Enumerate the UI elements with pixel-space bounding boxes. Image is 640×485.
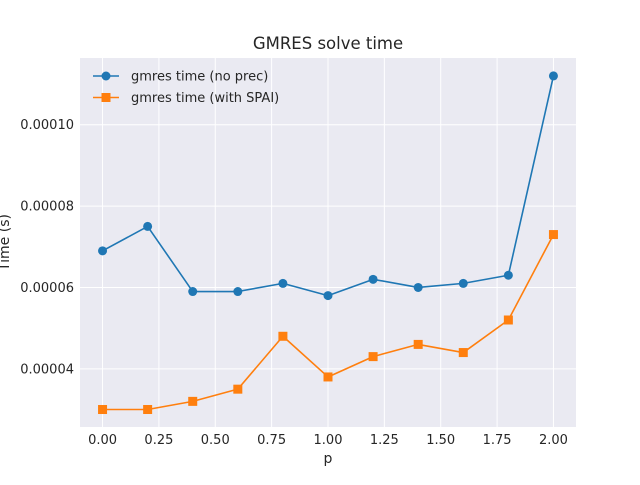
data-point (368, 352, 378, 362)
legend: gmres time (no prec) gmres time (with SPA… (93, 70, 279, 106)
series-layer (98, 71, 558, 415)
data-point (98, 246, 108, 256)
tick-labels: 0.00 0.25 0.50 0.75 1.00 1.25 1.50 1.75 2.00 0.00… (20, 118, 568, 448)
x-tick-label: 2.00 (539, 433, 568, 448)
data-point (278, 278, 288, 288)
legend-item: gmres time (no prec) (93, 70, 268, 85)
chart-title: GMRES solve time (253, 34, 403, 53)
data-point (458, 348, 468, 358)
y-tick-label: 0.00006 (20, 281, 74, 296)
data-point (278, 331, 288, 341)
legend-label: gmres time (no prec) (131, 70, 268, 85)
x-tick-label: 1.50 (426, 433, 455, 448)
y-tick-label: 0.00004 (20, 362, 74, 377)
y-tick-label: 0.00008 (20, 200, 74, 215)
series-1 (98, 71, 558, 301)
data-point (188, 396, 198, 406)
x-tick-label: 0.00 (88, 433, 117, 448)
data-point (503, 315, 513, 325)
x-tick-label: 1.00 (314, 433, 343, 448)
data-point (548, 71, 558, 81)
data-point (143, 221, 153, 231)
x-axis-label: p (324, 451, 333, 467)
data-point (503, 270, 513, 280)
legend-item: gmres time (with SPAI) (93, 91, 279, 106)
data-point (323, 291, 333, 301)
y-axis-label: Time (s) (0, 214, 13, 272)
data-point (323, 372, 333, 382)
x-tick-label: 1.75 (483, 433, 512, 448)
data-point (233, 384, 243, 394)
data-point (143, 405, 153, 415)
x-tick-label: 1.25 (370, 433, 399, 448)
data-point (101, 93, 111, 102)
x-tick-label: 0.50 (201, 433, 230, 448)
data-point (233, 287, 243, 297)
x-tick-label: 0.25 (144, 433, 173, 448)
data-point (548, 230, 558, 240)
data-point (368, 274, 378, 284)
data-point (188, 287, 198, 297)
data-point (413, 282, 423, 292)
data-point (98, 405, 108, 415)
x-tick-label: 0.75 (257, 433, 286, 448)
data-point (458, 278, 468, 288)
legend-label: gmres time (with SPAI) (131, 91, 279, 106)
data-point (413, 339, 423, 349)
y-tick-label: 0.00010 (20, 118, 74, 133)
series-2 (98, 230, 558, 415)
data-point (101, 71, 111, 81)
